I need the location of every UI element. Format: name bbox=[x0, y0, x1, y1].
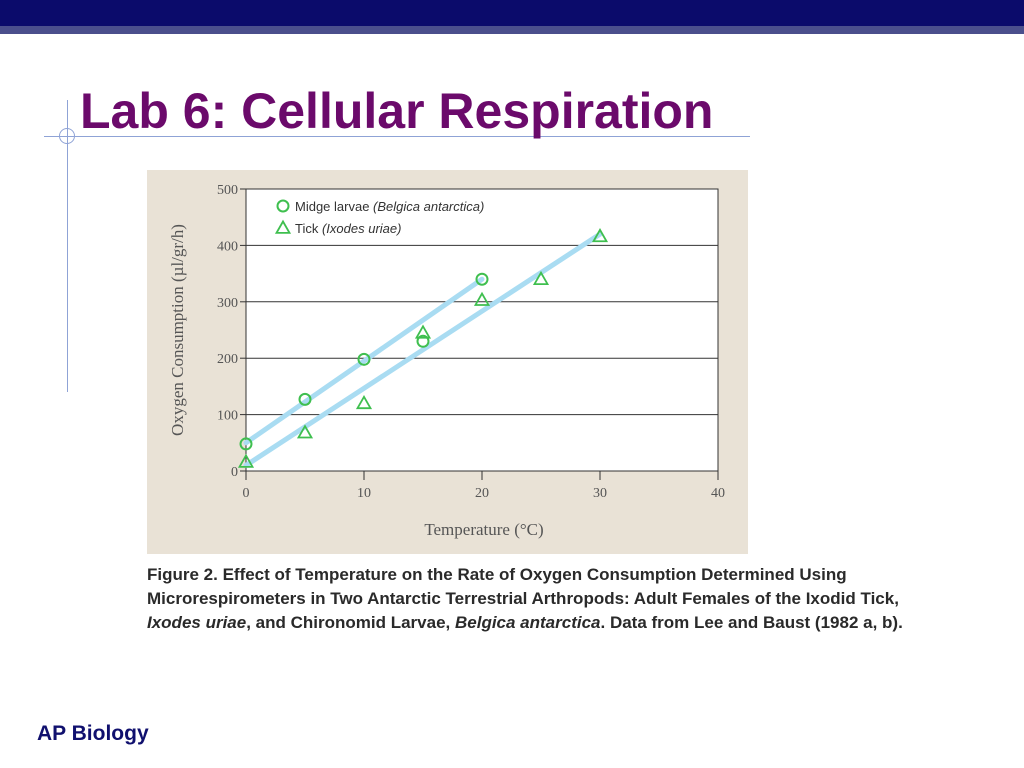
slide-title: Lab 6: Cellular Respiration bbox=[80, 83, 714, 139]
caption-segment: Ixodes uriae bbox=[147, 613, 247, 632]
decorative-vertical-line bbox=[67, 100, 68, 392]
y-tick-label: 0 bbox=[231, 465, 238, 480]
y-tick-label: 300 bbox=[217, 296, 238, 311]
trendline-midge bbox=[243, 276, 485, 446]
y-tick-label: 200 bbox=[217, 352, 238, 367]
tick-data-point bbox=[591, 228, 609, 243]
caption-segment: Figure 2. Effect of Temperature on the R… bbox=[147, 565, 899, 608]
figure-panel: 0 100 200 300 400 500 0 10 20 30 40 Temperature (°C… bbox=[147, 170, 748, 554]
footer-label: AP Biology bbox=[37, 722, 149, 745]
legend-entry: Midge larvae (Belgica antarctica) bbox=[295, 199, 484, 214]
x-tick-label: 30 bbox=[593, 486, 607, 501]
figure-caption: Figure 2. Effect of Temperature on the R… bbox=[147, 563, 907, 635]
x-axis-label: Temperature (°C) bbox=[424, 520, 543, 539]
y-tick-label: 400 bbox=[217, 239, 238, 254]
x-tick-label: 20 bbox=[475, 486, 489, 501]
header-bar bbox=[0, 0, 1024, 26]
midge-data-point bbox=[239, 437, 253, 451]
legend-entry: Tick (Ixodes uriae) bbox=[295, 221, 401, 236]
midge-data-point bbox=[298, 392, 312, 406]
midge-data-point bbox=[475, 272, 489, 286]
y-tick-label: 100 bbox=[217, 409, 238, 424]
y-tick-label: 500 bbox=[217, 183, 238, 198]
tick-data-point bbox=[237, 453, 255, 468]
tick-data-point bbox=[355, 395, 373, 410]
plot-area bbox=[245, 188, 719, 472]
tick-data-point bbox=[532, 270, 550, 286]
decorative-horizontal-line bbox=[44, 136, 750, 137]
midge-data-point bbox=[357, 352, 371, 366]
caption-segment: . Data from Lee and Baust (1982 a, b). bbox=[600, 613, 903, 632]
legend-series-species: (Ixodes uriae) bbox=[322, 221, 401, 236]
legend-series-name: Tick bbox=[295, 221, 322, 236]
tick-data-point bbox=[473, 291, 491, 306]
oxygen-consumption-chart: 0 100 200 300 400 500 0 10 20 30 40 Temperature (°C… bbox=[168, 183, 725, 539]
legend-circle-marker bbox=[276, 199, 290, 213]
decorative-crosshair-circle bbox=[59, 128, 75, 144]
caption-segment: , and Chironomid Larvae, bbox=[246, 613, 455, 632]
tick-data-point bbox=[296, 424, 314, 439]
x-tick-label: 0 bbox=[243, 486, 250, 501]
x-tick-label: 10 bbox=[357, 486, 371, 501]
y-axis-label: Oxygen Consumption (µl/gr/h) bbox=[168, 224, 187, 436]
midge-data-point bbox=[416, 334, 430, 348]
legend-series-species: (Belgica antarctica) bbox=[373, 199, 484, 214]
tick-data-point bbox=[414, 324, 432, 339]
header-stripe bbox=[0, 26, 1024, 34]
x-tick-label: 40 bbox=[711, 486, 725, 501]
legend-series-name: Midge larvae bbox=[295, 199, 373, 214]
legend-triangle-marker bbox=[274, 219, 292, 234]
caption-segment: Belgica antarctica bbox=[454, 613, 601, 632]
